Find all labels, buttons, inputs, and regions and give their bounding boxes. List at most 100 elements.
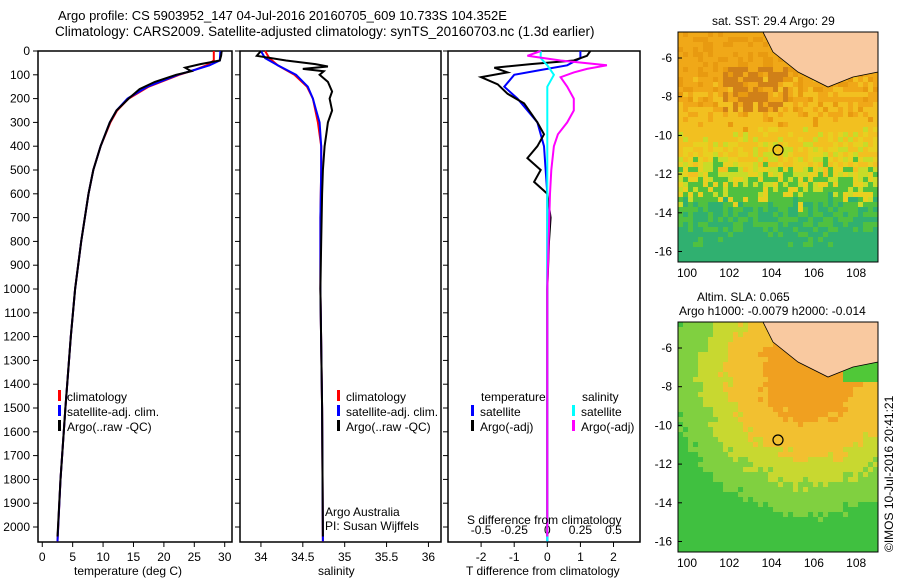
y-tick-label: 500 xyxy=(10,163,30,177)
map-lat-label: -8 xyxy=(661,380,672,394)
temp-legend: climatology satellite-adj. clim. Argo(..… xyxy=(58,390,159,435)
sal-xlabel: salinity xyxy=(318,564,355,578)
legend-title-temperature: temperature xyxy=(481,390,546,404)
y-tick-label: 800 xyxy=(10,234,30,248)
y-tick-label: 1500 xyxy=(3,401,30,415)
x-tick-label: 36 xyxy=(422,550,436,564)
plot-frame-salinity xyxy=(239,50,442,543)
legend-t-satellite: satellite xyxy=(480,405,521,419)
y-tick-label: 700 xyxy=(10,211,30,225)
map-lon-label: 102 xyxy=(719,556,739,570)
map-lat-label: -12 xyxy=(655,457,673,471)
x-tick-label: -2 xyxy=(476,550,487,564)
map-frame xyxy=(677,321,879,553)
y-tick-label: 100 xyxy=(10,68,30,82)
legend-title-salinity: salinity xyxy=(582,390,619,404)
sal-legend: climatology satellite-adj. clim. Argo(..… xyxy=(337,390,438,435)
x-tick-label: 35.5 xyxy=(375,550,399,564)
map-lon-label: 108 xyxy=(846,556,866,570)
annotation-line-2: PI: Susan Wijffels xyxy=(325,519,419,533)
map-lat-label: -10 xyxy=(655,418,673,432)
x2-tick-label: 0.5 xyxy=(605,523,622,537)
x-tick-label: 0 xyxy=(39,550,46,564)
y-tick-label: 1200 xyxy=(3,330,30,344)
map-lon-label: 100 xyxy=(677,556,697,570)
x-tick-label: 0 xyxy=(544,550,551,564)
map-lat-label: -14 xyxy=(655,496,673,510)
legend-argo: Argo(..raw -QC) xyxy=(67,420,152,434)
map-lat-label: -6 xyxy=(661,51,672,65)
map-sst-panel: 100 102 104 106 108 -6 -8 -10 -12 -14 -16 xyxy=(655,31,879,280)
y-tick-label: 1900 xyxy=(3,496,30,510)
annotation-line-1: Argo Australia xyxy=(325,505,400,519)
series-line-climatology xyxy=(264,50,324,542)
x-tick-label: 1 xyxy=(577,550,584,564)
x2-tick-label: -0.25 xyxy=(501,523,529,537)
series-line-t-satellite xyxy=(502,51,582,542)
series-line-s-satellite xyxy=(539,51,556,542)
map-lat-label: -8 xyxy=(661,90,672,104)
sla-map-title-1: Altim. SLA: 0.065 xyxy=(697,290,790,304)
x2-tick-label: 0.25 xyxy=(569,523,593,537)
imos-credit: ©IMOS 10-Jul-2016 20:41:21 xyxy=(882,395,896,552)
x-tick-label: 2 xyxy=(610,550,617,564)
y-tick-label: 2000 xyxy=(3,520,30,534)
y-tick-label: 600 xyxy=(10,187,30,201)
title-line-2: Climatology: CARS2009. Satellite-adjuste… xyxy=(55,24,595,39)
x-tick-label: 15 xyxy=(127,550,141,564)
series-line-climatology xyxy=(56,51,215,542)
series-line-s-argo xyxy=(527,50,608,537)
map-lon-label: 102 xyxy=(719,266,739,280)
diff-legend-temp: temperature satellite Argo(-adj) xyxy=(471,390,546,435)
map-lon-label: 106 xyxy=(804,556,824,570)
y-tick-label: 1000 xyxy=(3,282,30,296)
map-lat-label: -10 xyxy=(655,128,673,142)
series-line-argo xyxy=(254,50,334,537)
legend-argo: Argo(..raw -QC) xyxy=(346,420,431,434)
argo-float-marker xyxy=(772,434,784,446)
y-tick-label: 1400 xyxy=(3,377,30,391)
map-lat-label: -16 xyxy=(655,535,673,549)
legend-satellite: satellite-adj. clim. xyxy=(346,405,439,419)
series-line-satellite-adj-clim- xyxy=(260,50,324,542)
map-lon-label: 104 xyxy=(762,556,782,570)
legend-satellite: satellite-adj. clim. xyxy=(67,405,160,419)
legend-s-satellite: satellite xyxy=(581,405,622,419)
title-line-1: Argo profile: CS 5903952_147 04-Jul-2016… xyxy=(58,8,507,23)
series-line-satellite-adj-clim- xyxy=(56,50,222,542)
legend-t-argo: Argo(-adj) xyxy=(480,420,534,434)
x2-tick-label: -0.5 xyxy=(471,523,492,537)
y-tick-label: 0 xyxy=(23,44,30,58)
map-sla-panel: 100 102 104 106 108 -6 -8 -10 -12 -14 -16 xyxy=(655,321,879,570)
argo-annotation: Argo Australia PI: Susan Wijffels xyxy=(325,505,419,533)
map-lon-label: 106 xyxy=(804,266,824,280)
x-tick-label: 34 xyxy=(254,550,268,564)
map-lon-label: 100 xyxy=(677,266,697,280)
x-tick-label: 10 xyxy=(96,550,110,564)
map-lon-label: 104 xyxy=(762,266,782,280)
y-tick-label: 900 xyxy=(10,258,30,272)
y-tick-label: 300 xyxy=(10,115,30,129)
series-line-t-argo xyxy=(477,50,592,537)
x-tick-label: 34.5 xyxy=(291,550,315,564)
plot-frame-differences xyxy=(447,50,641,543)
x-tick-label: 30 xyxy=(218,550,232,564)
x-tick-label: 20 xyxy=(157,550,171,564)
map-lon-label: 108 xyxy=(846,266,866,280)
plot-frame-temperature xyxy=(37,50,233,543)
sla-map-title-2: Argo h1000: -0.0079 h2000: -0.014 xyxy=(679,304,866,318)
y-tick-label: 1300 xyxy=(3,353,30,367)
map-lat-label: -16 xyxy=(655,245,673,259)
sst-map-title: sat. SST: 29.4 Argo: 29 xyxy=(712,14,835,28)
legend-climatology: climatology xyxy=(346,390,407,404)
diff-xlabel: T difference from climatology xyxy=(466,564,620,578)
y-tick-label: 200 xyxy=(10,92,30,106)
y-tick-label: 400 xyxy=(10,139,30,153)
legend-s-argo: Argo(-adj) xyxy=(581,420,635,434)
s-diff-axis-label: S difference from climatology xyxy=(467,513,622,527)
temp-xlabel: temperature (deg C) xyxy=(74,564,183,578)
legend-climatology: climatology xyxy=(67,390,128,404)
x-tick-label: -1 xyxy=(509,550,520,564)
